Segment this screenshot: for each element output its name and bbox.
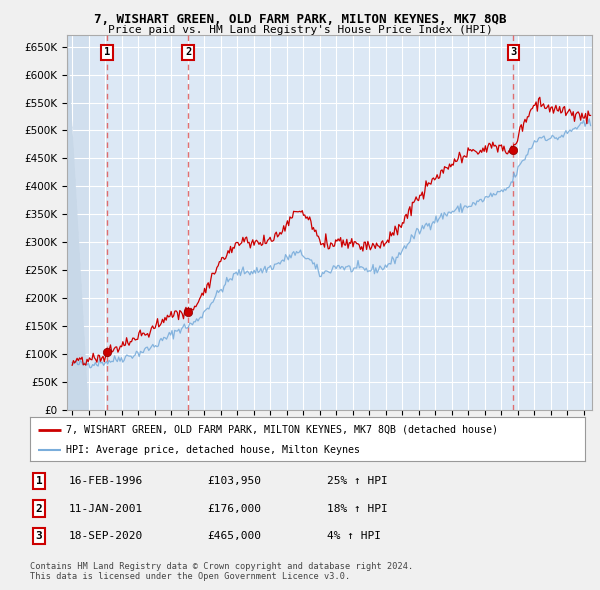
Text: Contains HM Land Registry data © Crown copyright and database right 2024.
This d: Contains HM Land Registry data © Crown c… bbox=[30, 562, 413, 581]
Text: 18% ↑ HPI: 18% ↑ HPI bbox=[327, 504, 388, 513]
Text: 7, WISHART GREEN, OLD FARM PARK, MILTON KEYNES, MK7 8QB: 7, WISHART GREEN, OLD FARM PARK, MILTON … bbox=[94, 13, 506, 26]
Bar bbox=[67, 35, 89, 410]
Text: 11-JAN-2001: 11-JAN-2001 bbox=[69, 504, 143, 513]
Text: 7, WISHART GREEN, OLD FARM PARK, MILTON KEYNES, MK7 8QB (detached house): 7, WISHART GREEN, OLD FARM PARK, MILTON … bbox=[66, 425, 498, 434]
Text: Price paid vs. HM Land Registry's House Price Index (HPI): Price paid vs. HM Land Registry's House … bbox=[107, 25, 493, 35]
Text: 2: 2 bbox=[185, 47, 191, 57]
Text: £103,950: £103,950 bbox=[207, 476, 261, 486]
Polygon shape bbox=[67, 35, 89, 410]
Text: 1: 1 bbox=[35, 476, 43, 486]
Text: £465,000: £465,000 bbox=[207, 532, 261, 541]
Text: 1: 1 bbox=[104, 47, 110, 57]
Text: 2: 2 bbox=[35, 504, 43, 513]
Text: 3: 3 bbox=[510, 47, 517, 57]
Text: 4% ↑ HPI: 4% ↑ HPI bbox=[327, 532, 381, 541]
Text: 25% ↑ HPI: 25% ↑ HPI bbox=[327, 476, 388, 486]
Text: 16-FEB-1996: 16-FEB-1996 bbox=[69, 476, 143, 486]
Text: HPI: Average price, detached house, Milton Keynes: HPI: Average price, detached house, Milt… bbox=[66, 445, 360, 455]
Text: 18-SEP-2020: 18-SEP-2020 bbox=[69, 532, 143, 541]
Text: 3: 3 bbox=[35, 532, 43, 541]
Text: £176,000: £176,000 bbox=[207, 504, 261, 513]
